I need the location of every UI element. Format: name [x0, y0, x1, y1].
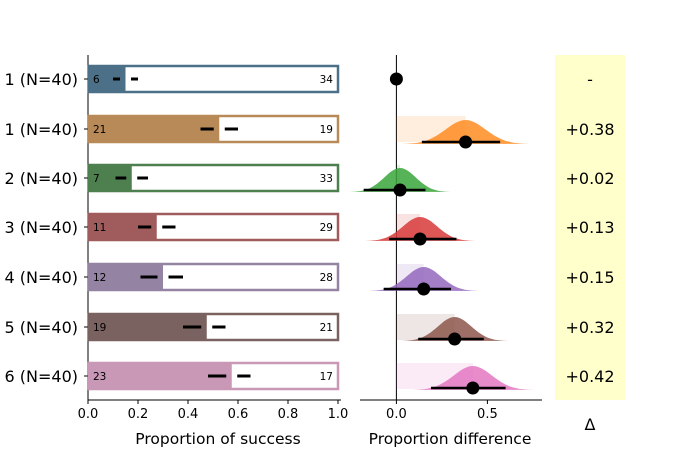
row-label: 6 (N=40)	[5, 367, 78, 386]
difference-point	[393, 183, 407, 197]
success-count: 11	[93, 222, 106, 234]
difference-point	[389, 72, 403, 86]
delta-value: +0.13	[565, 218, 614, 237]
left-x-axis-label: Proportion of success	[135, 430, 300, 448]
left-x-tick-label: 0.2	[128, 407, 149, 422]
mid-x-tick-label: 0.0	[386, 407, 407, 422]
delta-value: +0.15	[565, 268, 614, 287]
difference-point	[459, 135, 473, 149]
row-label: 3 (N=40)	[5, 218, 78, 237]
bar-success	[88, 362, 232, 390]
row-label: 2 (N=40)	[5, 169, 78, 188]
failure-count: 19	[320, 124, 333, 136]
difference-point	[413, 232, 427, 246]
delta-value: +0.02	[565, 169, 614, 188]
left-x-tick-label: 0.4	[178, 407, 199, 422]
success-count: 7	[93, 173, 100, 185]
mid-x-tick-label: 0.5	[477, 407, 498, 422]
density-ridge	[401, 317, 509, 341]
delta-value: -	[587, 70, 593, 89]
density-ridge	[401, 120, 530, 144]
failure-count: 33	[320, 173, 333, 185]
density-ridge	[365, 217, 475, 241]
density-ridge	[368, 267, 479, 291]
left-x-tick-label: 0.6	[228, 407, 249, 422]
success-count: 12	[93, 272, 106, 284]
delta-header: Δ	[585, 415, 596, 434]
difference-point	[466, 381, 480, 395]
delta-panel: - +0.38 +0.02 +0.13 +0.15 +0.32 +0.42	[555, 55, 625, 400]
bar-outline	[87, 64, 340, 94]
failure-count: 17	[320, 371, 333, 383]
row-label: 4 (N=40)	[5, 268, 78, 287]
failure-count: 34	[320, 74, 334, 86]
row-label: 1 (N=40)	[5, 70, 78, 89]
row-label: 5 (N=40)	[5, 318, 78, 337]
density-ridge	[349, 168, 451, 192]
difference-panel: 0.0 0.5	[349, 55, 542, 422]
difference-point	[417, 282, 431, 296]
delta-background	[555, 55, 625, 400]
failure-count: 21	[320, 322, 333, 334]
failure-count: 29	[320, 222, 333, 234]
success-count: 21	[93, 124, 106, 136]
failure-count: 28	[320, 272, 333, 284]
density-ridge	[411, 366, 534, 390]
success-count: 23	[93, 371, 106, 383]
mid-x-axis-label: Proportion difference	[369, 430, 532, 448]
row-label: 1 (N=40)	[5, 120, 78, 139]
difference-point	[448, 332, 462, 346]
success-count: 6	[93, 74, 100, 86]
delta-value: +0.42	[565, 367, 614, 386]
left-x-tick-label: 0.0	[78, 407, 99, 422]
bar-success	[88, 115, 220, 143]
success-count: 19	[93, 322, 106, 334]
success-proportion-panel: 0.0 0.2 0.4 0.6 0.8 1.0 1 (N=40) 6 34 1 (N=40) 21 1…	[5, 55, 349, 422]
left-x-tick-label: 1.0	[328, 407, 349, 422]
delta-value: +0.38	[565, 120, 614, 139]
left-x-tick-label: 0.8	[278, 407, 299, 422]
delta-value: +0.32	[565, 318, 614, 337]
